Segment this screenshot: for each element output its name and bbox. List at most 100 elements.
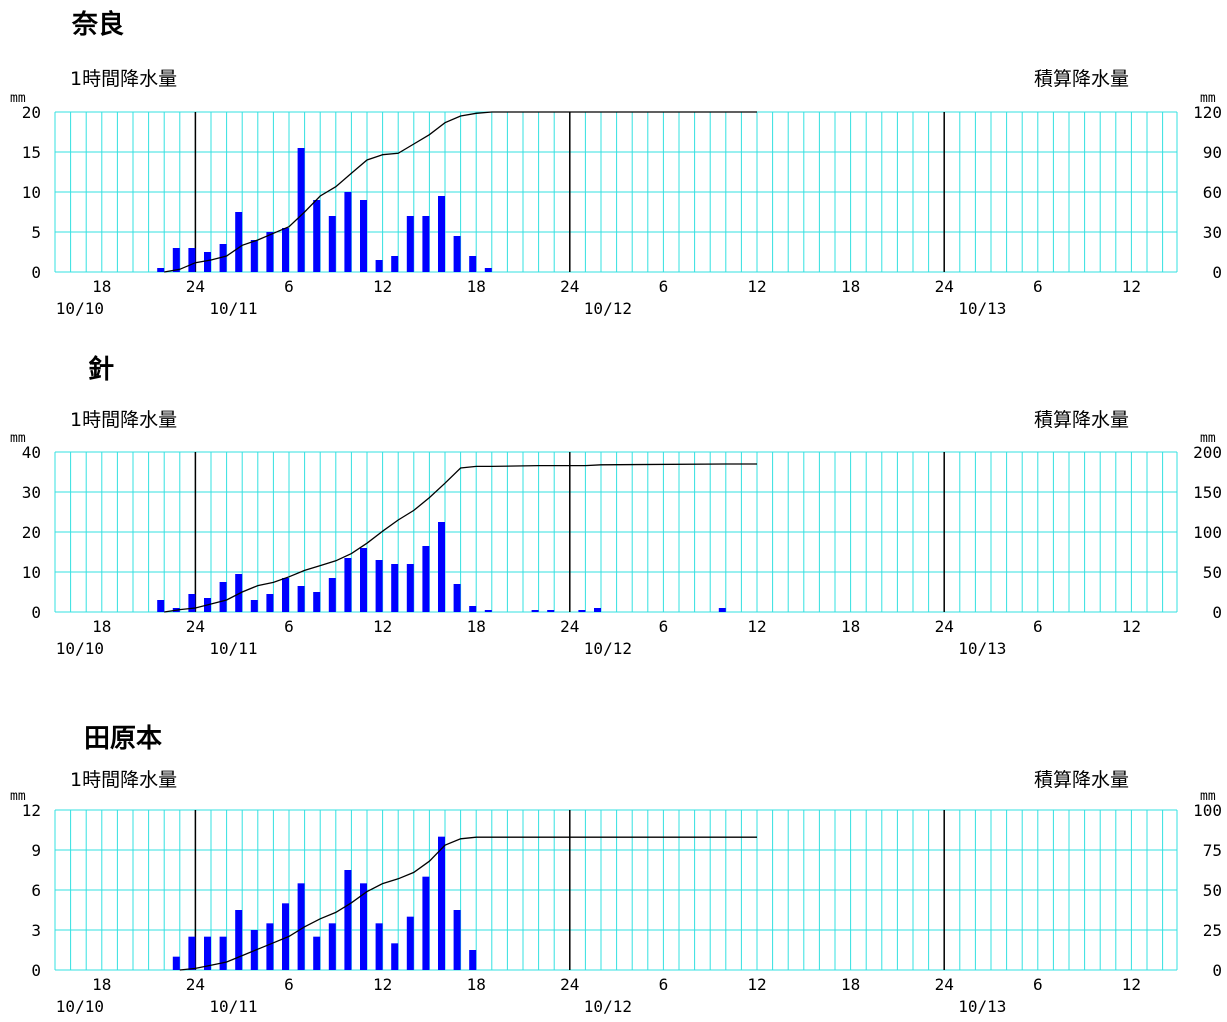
date-label: 10/12 bbox=[584, 299, 632, 318]
x-tick-label: 18 bbox=[92, 975, 111, 994]
y-tick-label: 6 bbox=[31, 881, 41, 900]
rain-bar bbox=[594, 608, 601, 612]
x-tick-label: 6 bbox=[659, 975, 669, 994]
chart-panel: 田原本 1時間降水量 積算降水量 0 3 6 9 12 0 25 50 75 100 mm mm 18 2… bbox=[0, 710, 1227, 1022]
unit-label-right: mm bbox=[1200, 789, 1216, 804]
rain-bar bbox=[250, 600, 258, 612]
rain-bar bbox=[360, 548, 367, 612]
x-tick-label: 18 bbox=[467, 277, 486, 296]
rain-bar bbox=[422, 216, 430, 272]
rain-bar bbox=[172, 956, 180, 970]
x-tick-label: 18 bbox=[467, 617, 486, 636]
date-label: 10/10 bbox=[56, 299, 104, 318]
rain-bar bbox=[484, 610, 492, 612]
date-label: 10/13 bbox=[958, 997, 1006, 1016]
rain-bar bbox=[531, 610, 539, 612]
y2-tick-label: 60 bbox=[1203, 183, 1222, 202]
rain-bar bbox=[391, 943, 399, 970]
rain-bar bbox=[453, 584, 461, 612]
rain-bar bbox=[344, 192, 352, 272]
y2-tick-label: 30 bbox=[1203, 223, 1222, 242]
rain-bar bbox=[313, 936, 321, 970]
rain-bar bbox=[422, 876, 430, 970]
unit-label-right: mm bbox=[1200, 91, 1216, 106]
rain-bar bbox=[438, 836, 445, 970]
x-tick-label: 18 bbox=[841, 617, 860, 636]
rain-bar bbox=[282, 903, 289, 970]
rain-bar bbox=[344, 870, 352, 970]
x-tick-label: 18 bbox=[841, 975, 860, 994]
x-tick-label: 18 bbox=[92, 277, 111, 296]
hourly-axis-title: 1時間降水量 bbox=[70, 409, 178, 431]
rain-bar bbox=[235, 910, 243, 970]
y2-tick-label: 25 bbox=[1203, 921, 1222, 940]
y-tick-label: 0 bbox=[31, 961, 41, 980]
date-label: 10/11 bbox=[209, 639, 257, 658]
y-tick-label: 0 bbox=[31, 263, 41, 282]
chart-panel: 針 1時間降水量 積算降水量 0 10 20 30 40 0 50 100 150 200 mm mm… bbox=[0, 345, 1227, 675]
y-tick-label: 15 bbox=[22, 143, 41, 162]
x-tick-label: 12 bbox=[747, 975, 766, 994]
rain-bar bbox=[375, 560, 383, 612]
x-tick-label: 12 bbox=[373, 277, 392, 296]
y-tick-label: 10 bbox=[22, 563, 41, 582]
rain-bar bbox=[718, 608, 726, 612]
unit-label-left: mm bbox=[10, 91, 26, 106]
cumulative-line bbox=[164, 463, 757, 613]
cumulative-line bbox=[164, 111, 757, 273]
rain-bar bbox=[266, 232, 274, 272]
y-tick-label: 10 bbox=[22, 183, 41, 202]
rain-bar bbox=[328, 923, 336, 970]
rain-bar bbox=[375, 923, 383, 970]
rain-bar bbox=[219, 936, 227, 970]
x-tick-label: 12 bbox=[747, 617, 766, 636]
rain-bar bbox=[391, 564, 399, 612]
x-tick-label: 12 bbox=[373, 617, 392, 636]
y2-tick-label: 50 bbox=[1203, 881, 1222, 900]
x-tick-label: 12 bbox=[1122, 277, 1141, 296]
y2-tick-label: 150 bbox=[1193, 483, 1222, 502]
x-tick-label: 24 bbox=[935, 277, 954, 296]
rain-bar bbox=[219, 244, 227, 272]
rain-bar bbox=[438, 522, 445, 612]
unit-label-right: mm bbox=[1200, 431, 1216, 446]
y-tick-label: 0 bbox=[31, 603, 41, 622]
y2-tick-label: 100 bbox=[1193, 523, 1222, 542]
rain-bar bbox=[157, 268, 165, 272]
y2-tick-label: 120 bbox=[1193, 103, 1222, 122]
rain-bar bbox=[360, 200, 367, 272]
rain-bar bbox=[406, 216, 414, 272]
x-tick-label: 24 bbox=[186, 617, 205, 636]
rain-bar bbox=[297, 148, 305, 272]
hourly-axis-title: 1時間降水量 bbox=[70, 68, 178, 90]
y2-tick-label: 0 bbox=[1212, 603, 1222, 622]
y2-tick-label: 0 bbox=[1212, 263, 1222, 282]
rain-bar bbox=[360, 883, 367, 970]
rain-bar bbox=[406, 564, 414, 612]
x-tick-label: 18 bbox=[841, 277, 860, 296]
date-label: 10/10 bbox=[56, 639, 104, 658]
station-title: 針 bbox=[88, 355, 115, 385]
y-tick-label: 20 bbox=[22, 523, 41, 542]
x-tick-label: 12 bbox=[1122, 617, 1141, 636]
rain-bar bbox=[453, 910, 461, 970]
x-tick-label: 24 bbox=[935, 975, 954, 994]
date-label: 10/13 bbox=[958, 639, 1006, 658]
date-label: 10/11 bbox=[209, 997, 257, 1016]
rain-bar bbox=[484, 268, 492, 272]
x-tick-label: 24 bbox=[186, 277, 205, 296]
x-tick-label: 18 bbox=[467, 975, 486, 994]
rain-bar bbox=[188, 594, 196, 612]
rain-bar bbox=[453, 236, 461, 272]
rain-bar bbox=[188, 248, 196, 272]
x-tick-label: 18 bbox=[92, 617, 111, 636]
x-tick-label: 24 bbox=[186, 975, 205, 994]
rain-bar bbox=[469, 606, 477, 612]
x-tick-label: 24 bbox=[560, 617, 579, 636]
y2-tick-label: 90 bbox=[1203, 143, 1222, 162]
cumulative-axis-title: 積算降水量 bbox=[1034, 409, 1130, 431]
rain-bar bbox=[204, 252, 211, 272]
